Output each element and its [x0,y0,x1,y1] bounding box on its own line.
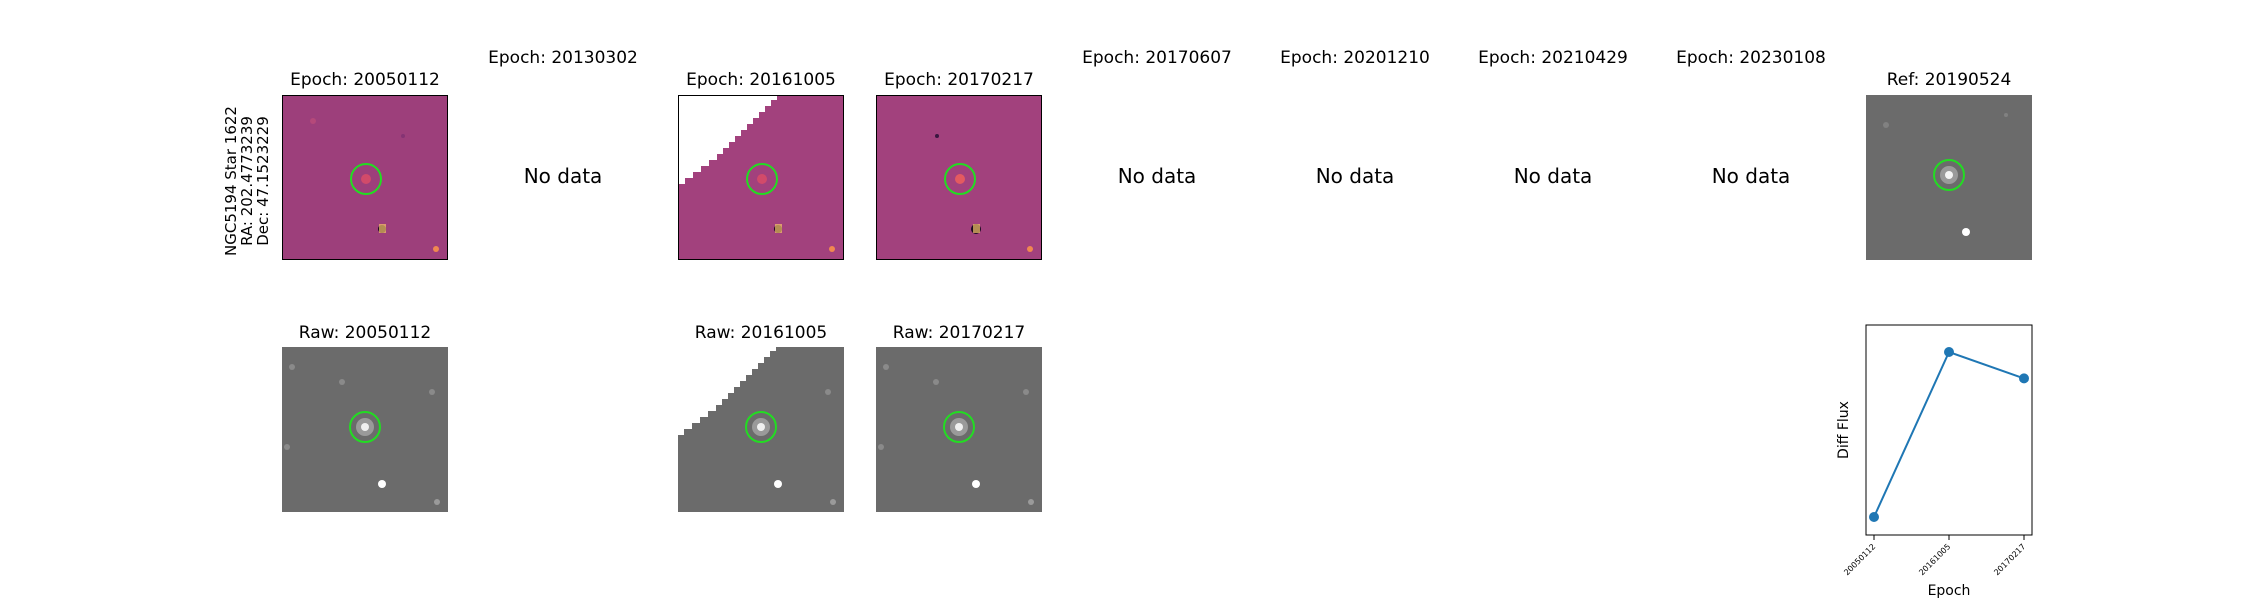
x-tick-label-20170217: 20170217 [1992,542,2027,577]
y-axis-label: Diff Flux [1836,401,1852,459]
object-label: NGC5194 Star 1622 RA: 202.4773239 Dec: 4… [218,106,276,256]
object-name: NGC5194 Star 1622 [222,106,240,256]
x-axis-label: Epoch [1928,583,1971,599]
diff-title-8: Epoch: 20230108 [1676,48,1826,68]
series-line [1873,350,2025,518]
x-tick-label-20050112: 20050112 [1842,542,1877,577]
raw-image-20170217 [876,347,1042,512]
diff-image-20050112 [282,95,448,260]
diff-title-1: Epoch: 20050112 [290,70,440,90]
object-dec: Dec: 47.1523229 [254,116,272,246]
diff-title-5: Epoch: 20170607 [1082,48,1232,68]
no-data-20130302: No data [523,164,603,188]
no-data-20230108: No data [1711,164,1791,188]
object-ra: RA: 202.4773239 [238,116,256,246]
diff-title-6: Epoch: 20201210 [1280,48,1430,68]
diff-image-20170217 [876,95,1042,260]
diff-image-20161005 [678,95,844,260]
ref-title: Ref: 20190524 [1886,70,2012,90]
raw-title-3: Raw: 20170217 [892,323,1026,343]
no-data-20201210: No data [1315,164,1395,188]
diff-title-4: Epoch: 20170217 [884,70,1034,90]
ref-image [1866,95,2032,260]
data-point-20170217 [2019,373,2029,384]
raw-image-20050112 [282,347,448,512]
raw-title-2: Raw: 20161005 [694,323,828,343]
raw-image-20161005 [678,347,844,512]
light-curve-chart: 20050112 20161005 20170217 Diff Flux Epoch [1836,324,2033,599]
diff-title-7: Epoch: 20210429 [1478,48,1628,68]
diff-title-2: Epoch: 20130302 [488,48,638,68]
raw-title-1: Raw: 20050112 [298,323,432,343]
data-point-20050112 [1869,512,1879,522]
data-point-20161005 [1944,347,1954,357]
no-data-20170607: No data [1117,164,1197,188]
diff-title-3: Epoch: 20161005 [686,70,836,90]
no-data-20210429: No data [1513,164,1593,188]
x-tick-label-20161005: 20161005 [1917,542,1952,577]
